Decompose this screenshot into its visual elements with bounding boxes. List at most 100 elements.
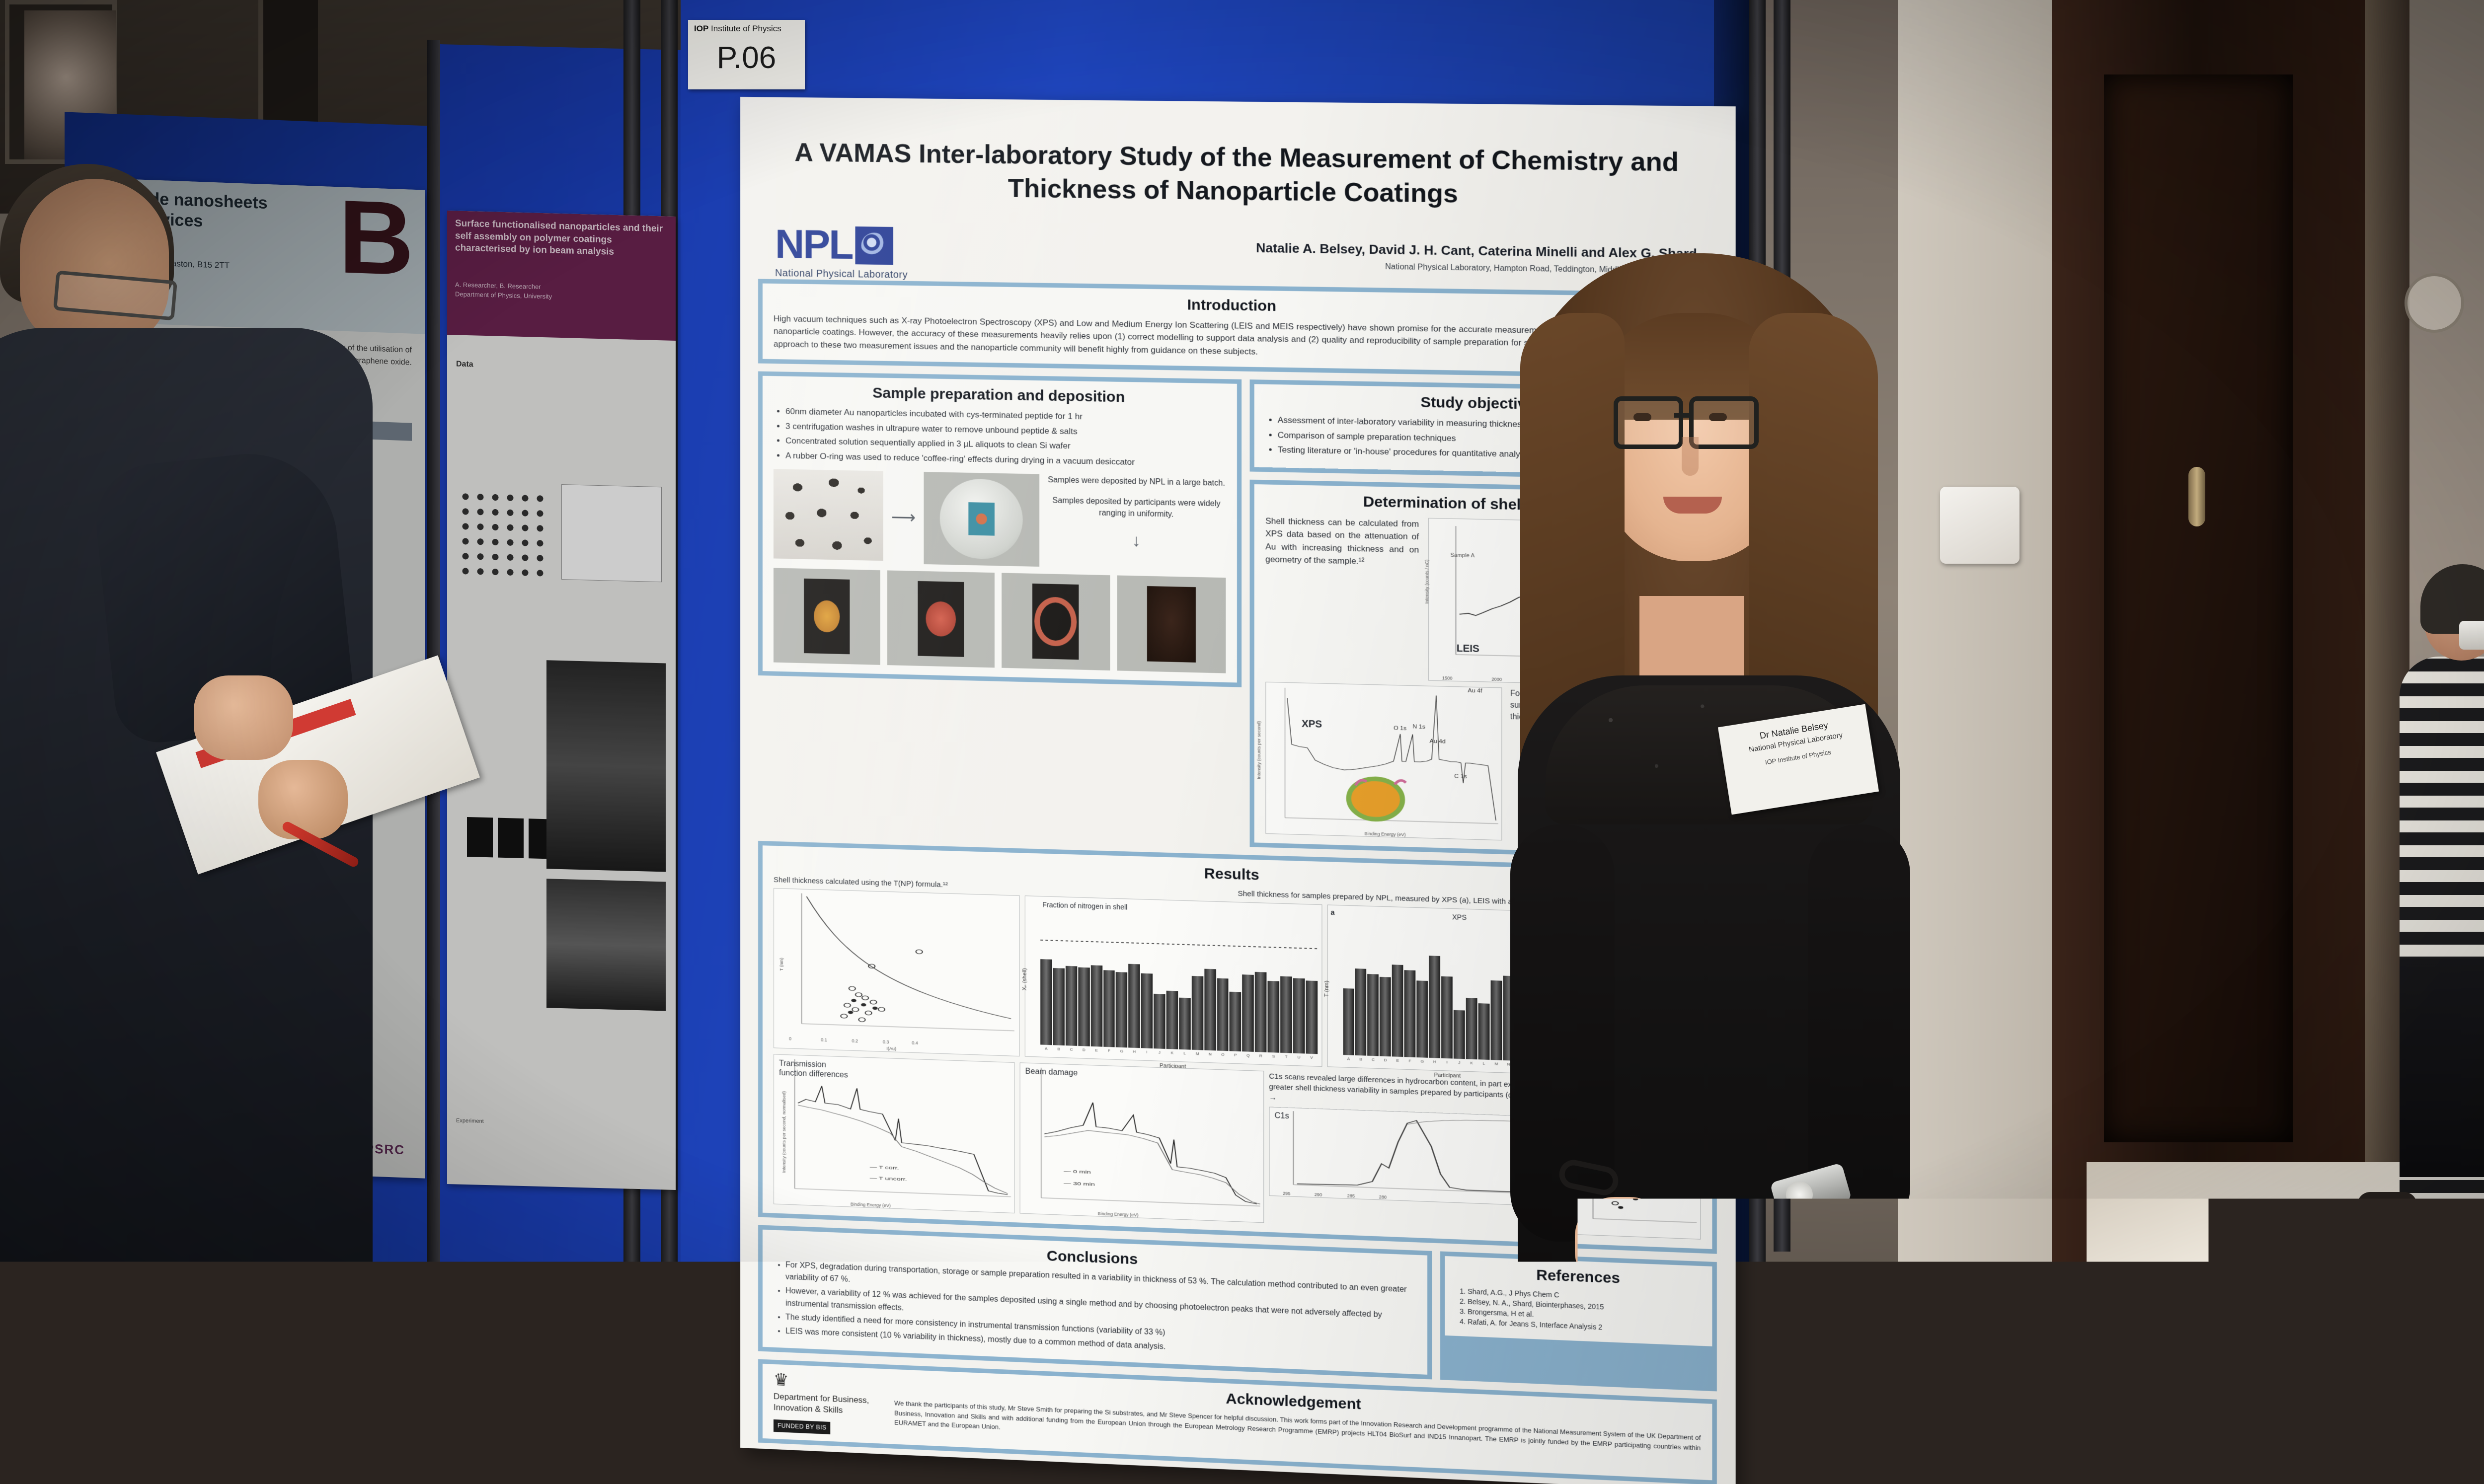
bar — [1255, 972, 1266, 1052]
beam-damage-chart-title: Beam damage — [1025, 1067, 1078, 1078]
x-tick-label: Q — [1242, 1053, 1254, 1058]
presenter-glasses-right-lens — [1689, 396, 1759, 449]
bar — [1404, 970, 1416, 1057]
scatter-ylabel: T (nm) — [779, 958, 784, 971]
bar — [1154, 994, 1165, 1048]
door-handle[interactable] — [2188, 467, 2205, 526]
attendee-hand-lower — [258, 760, 348, 839]
bar — [1040, 960, 1052, 1045]
presenter-glasses-bridge — [1674, 413, 1689, 418]
chart-shell-thickness-scatter: I(Au) T (nm) 0 0.1 0.2 0.3 0.4 — [774, 888, 1020, 1056]
bar — [1166, 990, 1178, 1049]
npl-logo-letters: NPL — [775, 225, 852, 265]
xps-xlabel: Binding Energy (eV) — [1364, 831, 1405, 837]
background-poster-right-title: Surface functionalised nanoparticles and… — [455, 218, 664, 260]
presenter-eye-left — [1633, 413, 1651, 421]
bar — [1179, 998, 1190, 1049]
petri-dish-photo — [924, 472, 1039, 567]
crown-icon: ♛ — [774, 1371, 883, 1393]
sample-photo — [1002, 573, 1110, 670]
c1s-xtick-3: 280 — [1379, 1194, 1387, 1199]
poster-number: P.06 — [688, 43, 805, 74]
x-tick-label: F — [1404, 1058, 1416, 1063]
sample-deposit-ring — [1034, 596, 1077, 647]
background-attendee-plate — [2459, 621, 2484, 650]
background-attendee-2-skirt — [2400, 959, 2484, 1177]
presenter-nose — [1682, 437, 1699, 476]
bar — [1343, 988, 1354, 1055]
wall-clock — [2405, 273, 2464, 333]
background-attendee-shoe-1 — [2357, 1192, 2417, 1218]
scatter-xtick-3: 0.3 — [883, 1039, 889, 1044]
sample-prep-note-1: Samples were deposited by NPL in a large… — [1047, 474, 1226, 489]
beam-damage-curves: — 0 min — 30 min — [1020, 1063, 1263, 1222]
xps-ylabel: Intensity (counts per second) — [1256, 721, 1261, 779]
x-tick-label: G — [1116, 1048, 1127, 1053]
scatter-xtick-0: 0 — [789, 1036, 791, 1041]
bar — [1293, 978, 1305, 1053]
scatter-xtick-2: 0.2 — [852, 1038, 858, 1043]
background-poster-right-authors: A. Researcher, B. Researcher Department … — [455, 280, 552, 301]
x-tick-label: A — [1040, 1046, 1052, 1051]
sample-deposit — [926, 601, 956, 637]
wristwatch-face — [1783, 1178, 1816, 1211]
bar — [1355, 968, 1367, 1055]
bar — [1066, 966, 1077, 1046]
x-tick-label: F — [1103, 1048, 1115, 1053]
scatter-xtick-1: 0.1 — [821, 1037, 827, 1042]
background-poster-right-header: Surface functionalised nanoparticles and… — [447, 211, 676, 341]
bar — [1192, 976, 1203, 1050]
sample-preparation-flow: ⟶ Samples were deposited by NPL in a lar… — [774, 469, 1226, 571]
x-tick-label: B — [1053, 1046, 1065, 1051]
attendee-head — [20, 179, 169, 348]
x-tick-label: H — [1129, 1049, 1140, 1054]
door-panel — [2104, 74, 2293, 1142]
nitrogen-ylabel: Xₙ (shell) — [1021, 968, 1027, 990]
x-tick-label: V — [1306, 1055, 1318, 1060]
bar — [1268, 981, 1280, 1052]
scatter-xtick-4: 0.4 — [912, 1040, 918, 1045]
c1s-xtick-2: 285 — [1347, 1193, 1355, 1198]
iop-logo: IOP Institute of Physics — [694, 24, 781, 34]
background-poster-right-dot-image — [458, 489, 547, 581]
bar — [1230, 992, 1241, 1051]
bar — [1392, 965, 1403, 1056]
sample-chip — [1032, 584, 1079, 660]
x-tick-label: R — [1255, 1053, 1266, 1058]
x-tick-label: J — [1154, 1050, 1165, 1055]
scatter-xlabel: I(Au) — [886, 1046, 896, 1051]
background-poster-right-footer: Experiment — [456, 1117, 605, 1128]
bar — [1090, 965, 1102, 1047]
x-tick-label: O — [1217, 1052, 1229, 1057]
funder-badge: FUNDED BY BIS — [774, 1419, 831, 1434]
bar — [1380, 977, 1391, 1056]
x-tick-label: I — [1141, 1049, 1153, 1054]
background-poster-right-micrograph-2 — [546, 879, 666, 1011]
x-tick-label: N — [1204, 1051, 1216, 1056]
funder-logo: ♛ Department for Business, Innovation & … — [774, 1371, 883, 1436]
droplet-array-photo — [774, 469, 883, 561]
svg-text:— 0 min: — 0 min — [1064, 1168, 1090, 1175]
sample-chip — [804, 579, 850, 654]
arrow-right-icon: ⟶ — [891, 507, 916, 527]
conference-poster-session-photo: ...e Oxide nanosheets ...ical devices ..… — [0, 0, 2484, 1484]
npl-roundel-inner-icon — [861, 232, 887, 259]
presenter-glasses-left-lens — [1614, 396, 1683, 449]
presenter-hand-right — [1649, 1207, 1749, 1299]
bar — [1217, 978, 1229, 1051]
bar — [1204, 969, 1216, 1050]
background-poster-right: Surface functionalised nanoparticles and… — [447, 211, 676, 1190]
section-sample-preparation: Sample preparation and deposition 60nm d… — [758, 371, 1242, 687]
bar — [1368, 974, 1379, 1056]
bar — [1078, 967, 1089, 1046]
x-tick-label: E — [1090, 1047, 1102, 1052]
funder-name: Department for Business, Innovation & Sk… — [774, 1391, 883, 1417]
svg-text:— 30 min: — 30 min — [1064, 1181, 1095, 1187]
x-tick-label: M — [1192, 1051, 1203, 1056]
bar — [1306, 980, 1318, 1054]
xps-plot-label: XPS — [1302, 718, 1322, 730]
x-tick-label: D — [1078, 1047, 1089, 1052]
sample-prep-heading: Sample preparation and deposition — [774, 383, 1226, 408]
background-poster-right-section-heading: Data — [456, 360, 473, 369]
panel-label-a: a — [1330, 908, 1334, 916]
